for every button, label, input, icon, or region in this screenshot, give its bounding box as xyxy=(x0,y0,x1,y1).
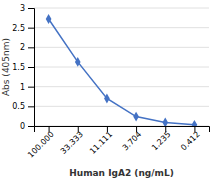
marker xyxy=(46,14,52,24)
tick-label: 3.704 xyxy=(121,130,144,153)
tick-label: 1 xyxy=(20,83,25,92)
tick-label: 1.5 xyxy=(12,63,25,72)
tick: 3 xyxy=(20,4,34,13)
tick: 1 xyxy=(20,83,34,92)
marker xyxy=(192,120,198,126)
y-axis: 0 0.5 1 1.5 2 2.5 3 xyxy=(12,4,34,131)
tick-mark xyxy=(28,106,34,107)
tick-label: 33.333 xyxy=(59,130,85,156)
tick-label: 2 xyxy=(20,43,25,52)
tick: 11.111 xyxy=(88,126,114,156)
grid-line xyxy=(34,27,209,28)
x-axis-title: Human IgA2 (ng/mL) xyxy=(69,168,174,178)
tick-mark xyxy=(28,47,34,48)
tick-mark xyxy=(28,126,34,127)
y-axis-title: Abs (405nm) xyxy=(1,38,11,96)
tick-label: 0 xyxy=(20,122,25,131)
tick-mark xyxy=(28,8,34,9)
tick: 100.000 xyxy=(26,126,56,160)
tick-label: 0.412 xyxy=(179,130,202,153)
tick-label: 2.5 xyxy=(12,24,25,33)
line xyxy=(49,19,195,125)
marker xyxy=(162,118,168,126)
tick: 1.235 xyxy=(150,126,173,152)
axis-domain xyxy=(35,127,210,133)
tick-label: 1.235 xyxy=(150,130,173,153)
tick-label: 11.111 xyxy=(88,130,114,156)
tick: 0 xyxy=(20,122,34,131)
grid-line xyxy=(34,67,209,68)
tick-mark xyxy=(28,87,34,88)
marker xyxy=(133,112,139,122)
axis-domain xyxy=(28,9,35,127)
tick: 1.5 xyxy=(12,63,34,72)
chart-container: 0 0.5 1 1.5 2 2.5 3 100.00033.33311.111 3.704 1.2… xyxy=(0,0,217,180)
tick: 0.5 xyxy=(12,102,34,111)
marker xyxy=(75,57,81,67)
tick: 2 xyxy=(20,43,34,52)
tick-mark xyxy=(28,28,34,29)
series xyxy=(46,14,198,126)
tick-label: 0.5 xyxy=(12,102,25,111)
tick-label: 3 xyxy=(20,4,25,13)
tick: 2.5 xyxy=(12,24,34,33)
grid xyxy=(34,8,209,126)
grid-line xyxy=(34,8,209,9)
marker xyxy=(104,94,110,104)
tick: 0.412 xyxy=(179,126,202,152)
tick-mark xyxy=(28,67,34,68)
tick-label: 100.000 xyxy=(26,130,56,160)
x-axis: 100.00033.33311.111 3.704 1.235 0.412 xyxy=(26,126,209,160)
tick: 3.704 xyxy=(121,126,144,152)
tick: 33.333 xyxy=(59,126,85,156)
plot: 0 0.5 1 1.5 2 2.5 3 100.00033.33311.111 3.704 1.2… xyxy=(12,4,209,160)
grid-line xyxy=(34,86,209,87)
chart: 0 0.5 1 1.5 2 2.5 3 100.00033.33311.111 3.704 1.2… xyxy=(0,0,217,180)
grid-line xyxy=(34,47,209,48)
